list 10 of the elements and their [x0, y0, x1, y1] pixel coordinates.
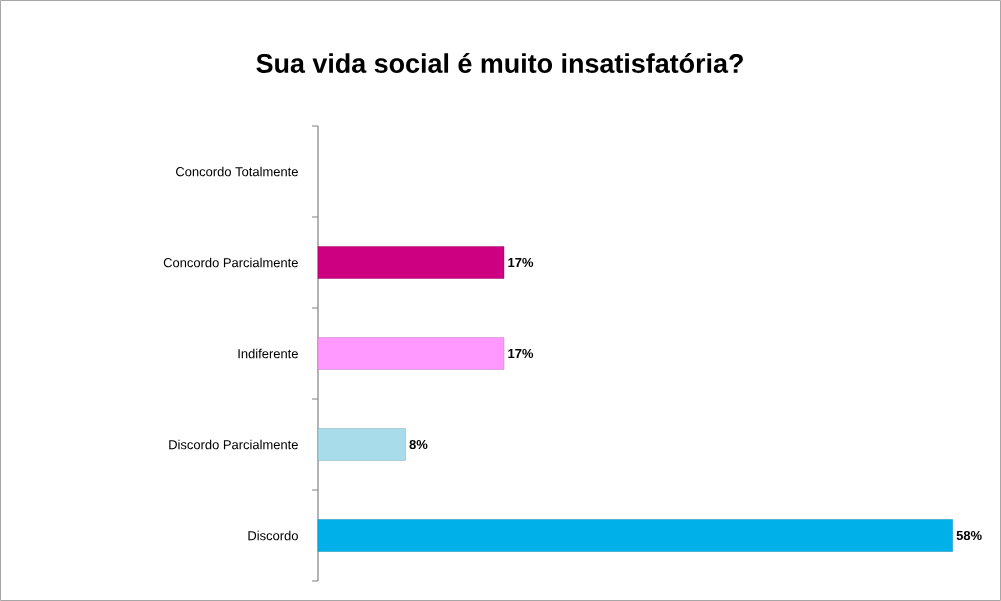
y-tick-label: Concordo Totalmente — [176, 166, 298, 177]
y-tick-label: Concordo Parcialmente — [163, 257, 298, 268]
y-tick-label: Discordo — [248, 530, 298, 541]
y-tick-label: Discordo Parcialmente — [169, 439, 298, 450]
chart-title: Sua vida social é muito insatisfatória? — [256, 52, 743, 73]
data-label: 58% — [956, 530, 982, 541]
data-label: 17% — [508, 348, 534, 359]
data-label: 17% — [508, 257, 534, 268]
y-tick-label: Indiferente — [238, 348, 298, 359]
data-label: 8% — [409, 439, 428, 450]
